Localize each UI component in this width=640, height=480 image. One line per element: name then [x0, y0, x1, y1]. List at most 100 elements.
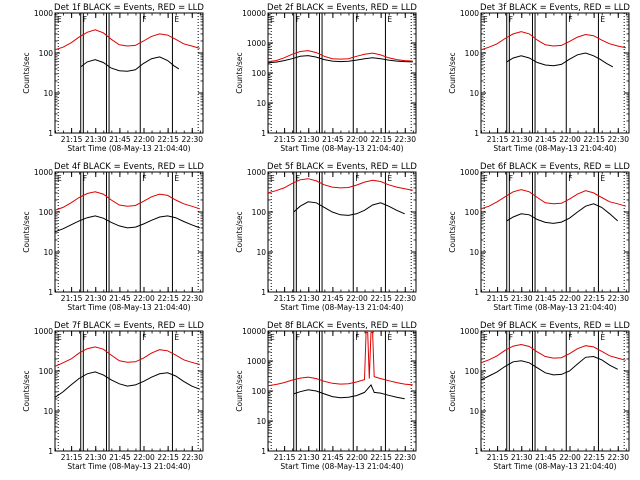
- y-tick-label: 1000: [247, 39, 266, 48]
- series-line-lld: [481, 31, 626, 51]
- x-tick-label: 21:45: [109, 135, 131, 144]
- y-tick-label: 10: [256, 417, 266, 426]
- x-axis-label: Start Time (08-May-13 21:04:40): [280, 144, 403, 153]
- x-axis-label: Start Time (08-May-13 21:04:40): [493, 144, 616, 153]
- interval-flag-label: E: [600, 174, 605, 183]
- y-tick-label: 100: [252, 387, 267, 396]
- panel-det-6: Det 6f BLACK = Events, RED = LLD 1 10 100 10…: [448, 162, 630, 312]
- interval-flag-label: F: [142, 333, 146, 342]
- panel-det-9: Det 9f BLACK = Events, RED = LLD 1 10 100 10…: [448, 321, 630, 471]
- panel-det-4: Det 4f BLACK = Events, RED = LLD 1 10 100 10…: [22, 162, 204, 312]
- x-axis-label: Start Time (08-May-13 21:04:40): [280, 303, 403, 312]
- interval-flag-label: E: [57, 15, 62, 24]
- interval-flag-label: F: [509, 15, 513, 24]
- interval-flag-label: E: [174, 15, 179, 24]
- y-tick-label: 1: [48, 129, 53, 138]
- plot-frame: [267, 171, 417, 293]
- x-tick-label: 22:30: [394, 294, 416, 303]
- y-tick-label: 10000: [242, 327, 266, 336]
- interval-flag-label: F: [509, 333, 513, 342]
- series-line-lld: [481, 189, 626, 210]
- interval-flag-label: F: [568, 15, 572, 24]
- plot-frame: [267, 12, 417, 134]
- plot-frame: [480, 330, 630, 452]
- x-tick-label: 22:15: [370, 294, 392, 303]
- panel-title: Det 5f BLACK = Events, RED = LLD: [267, 162, 417, 172]
- series-line-lld: [268, 178, 413, 194]
- y-tick-label: 1: [261, 288, 266, 297]
- x-tick-label: 22:30: [607, 453, 629, 462]
- interval-flag-label: E: [174, 174, 179, 183]
- plot-frame: [54, 330, 204, 452]
- interval-flag-label: E: [483, 174, 488, 183]
- y-tick-label: 1000: [460, 9, 479, 18]
- plot-frame: [54, 12, 204, 134]
- panel-title: Det 4f BLACK = Events, RED = LLD: [54, 162, 204, 172]
- y-tick-label: 100: [39, 208, 54, 217]
- y-tick-label: 100: [465, 208, 480, 217]
- y-axis-label: Counts/sec: [22, 370, 31, 411]
- x-tick-label: 22:30: [181, 453, 203, 462]
- panel-title: Det 2f BLACK = Events, RED = LLD: [267, 3, 417, 13]
- interval-flag-label: E: [387, 174, 392, 183]
- x-axis-label: Start Time (08-May-13 21:04:40): [67, 303, 190, 312]
- plot-frame: [480, 12, 630, 134]
- panel-det-2: Det 2f BLACK = Events, RED = LLD 1 10 100 10…: [235, 3, 417, 153]
- series-line-events: [506, 52, 614, 68]
- y-tick-label: 100: [465, 367, 480, 376]
- interval-flag-label: F: [296, 15, 300, 24]
- x-tick-label: 21:45: [322, 453, 344, 462]
- y-tick-label: 10: [256, 99, 266, 108]
- plot-frame: [480, 171, 630, 293]
- interval-flag-label: E: [387, 333, 392, 342]
- interval-flag-label: F: [509, 174, 513, 183]
- y-tick-label: 10: [469, 89, 479, 98]
- x-tick-label: 22:00: [346, 453, 368, 462]
- x-axis-label: Start Time (08-May-13 21:04:40): [67, 144, 190, 153]
- series-line-events: [80, 56, 180, 72]
- series-line-events: [506, 203, 619, 224]
- x-tick-label: 22:15: [370, 135, 392, 144]
- x-tick-label: 21:30: [298, 453, 320, 462]
- y-tick-label: 1000: [34, 327, 53, 336]
- x-tick-label: 22:30: [394, 453, 416, 462]
- x-tick-label: 22:00: [133, 453, 155, 462]
- x-tick-label: 21:45: [322, 135, 344, 144]
- x-tick-label: 21:30: [85, 294, 107, 303]
- panel-title: Det 8f BLACK = Events, RED = LLD: [267, 321, 417, 331]
- x-tick-label: 22:00: [559, 453, 581, 462]
- y-tick-label: 1000: [247, 357, 266, 366]
- y-tick-label: 10: [469, 248, 479, 257]
- interval-flag-label: F: [83, 15, 87, 24]
- interval-flag-label: F: [355, 15, 359, 24]
- y-tick-label: 10: [43, 89, 53, 98]
- y-axis-label: Counts/sec: [22, 211, 31, 252]
- y-tick-label: 100: [39, 367, 54, 376]
- interval-flag-label: E: [600, 15, 605, 24]
- series-line-events: [55, 215, 200, 233]
- interval-flag-label: E: [600, 333, 605, 342]
- y-tick-label: 1000: [34, 168, 53, 177]
- y-tick-label: 1000: [460, 168, 479, 177]
- interval-flag-label: F: [355, 174, 359, 183]
- series-line-lld: [268, 331, 413, 387]
- series-line-events: [481, 355, 618, 381]
- series-line-lld: [55, 29, 200, 51]
- y-axis-label: Counts/sec: [22, 52, 31, 93]
- x-tick-label: 21:30: [298, 135, 320, 144]
- x-tick-label: 22:30: [394, 135, 416, 144]
- x-tick-label: 21:45: [535, 294, 557, 303]
- x-axis-label: Start Time (08-May-13 21:04:40): [67, 462, 190, 471]
- interval-flag-label: E: [57, 174, 62, 183]
- x-tick-label: 21:15: [61, 294, 83, 303]
- y-tick-label: 10: [43, 407, 53, 416]
- x-tick-label: 21:15: [274, 135, 296, 144]
- y-tick-label: 1: [48, 288, 53, 297]
- x-tick-label: 21:15: [487, 135, 509, 144]
- x-tick-label: 21:30: [511, 453, 533, 462]
- panel-title: Det 1f BLACK = Events, RED = LLD: [54, 3, 204, 13]
- x-tick-label: 21:30: [511, 135, 533, 144]
- interval-flag-label: E: [174, 333, 179, 342]
- y-axis-label: Counts/sec: [448, 52, 457, 93]
